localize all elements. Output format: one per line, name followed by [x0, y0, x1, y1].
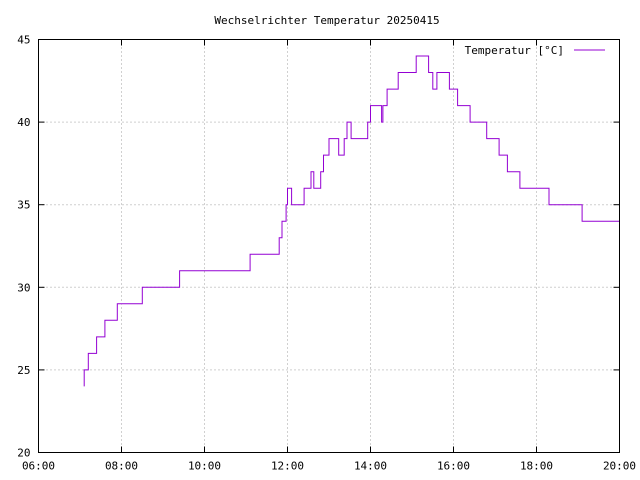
x-tick-label: 12:00	[271, 460, 304, 473]
legend: Temperatur [°C]	[465, 44, 605, 57]
grid-lines	[38, 39, 620, 453]
x-tick-label: 18:00	[520, 460, 553, 473]
legend-label: Temperatur [°C]	[465, 44, 564, 57]
x-tick-label: 08:00	[105, 460, 138, 473]
axis-ticks: 06:00 08:00 10:00 12:00 14:00 16:00 18:00 20:00…	[17, 34, 636, 473]
plot-frame	[38, 39, 620, 453]
y-tick-label: 25	[17, 364, 30, 377]
x-tick-label: 10:00	[188, 460, 221, 473]
temperature-series-line	[83, 55, 620, 387]
x-tick-label: 20:00	[603, 460, 636, 473]
chart-title: Wechselrichter Temperatur 20250415	[214, 14, 439, 27]
series-layer	[83, 55, 620, 387]
y-tick-label: 45	[17, 34, 30, 47]
x-tick-label: 06:00	[22, 460, 55, 473]
y-tick-label: 40	[17, 116, 30, 129]
x-tick-label: 16:00	[437, 460, 470, 473]
y-tick-label: 20	[17, 447, 30, 460]
y-tick-label: 35	[17, 199, 30, 212]
x-tick-label: 14:00	[354, 460, 387, 473]
y-tick-label: 30	[17, 281, 30, 294]
